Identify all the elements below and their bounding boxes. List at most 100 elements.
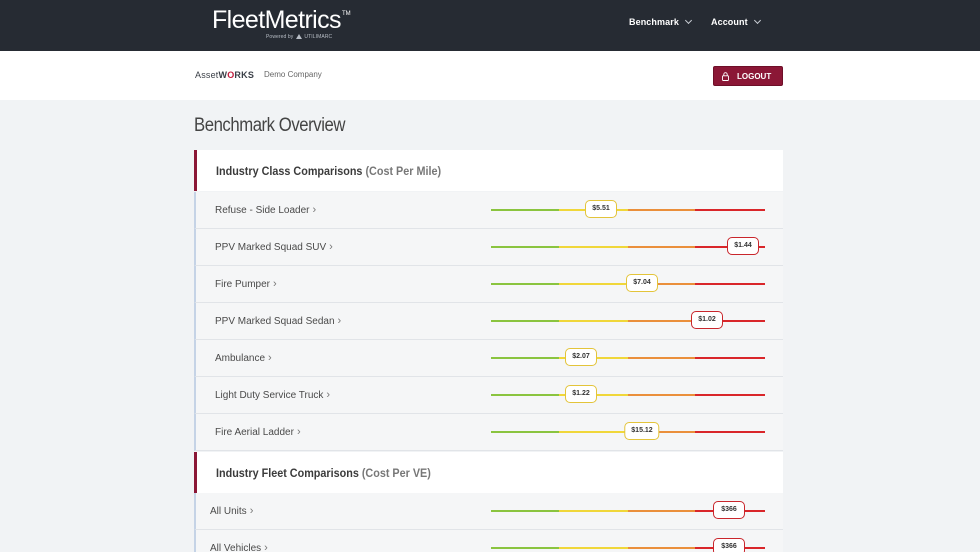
chevron-right-icon: › (326, 389, 331, 401)
logo-prefix: Asset (195, 70, 219, 80)
chevron-right-icon: › (329, 241, 333, 253)
chevron-right-icon: › (268, 352, 272, 364)
powered-by-prefix: Powered by (266, 34, 294, 40)
benchmark-row-label: Fire Pumper (215, 279, 271, 290)
scale-segment (628, 246, 695, 248)
nav-account[interactable]: Account (711, 16, 761, 27)
scale-segment (491, 209, 559, 211)
benchmark-row-label: All Vehicles (210, 543, 262, 552)
scale-segment (695, 283, 765, 285)
benchmark-row[interactable]: PPV Marked Squad SUV › $1.44 (194, 229, 783, 266)
scale-segment (491, 394, 559, 396)
benchmark-row[interactable]: Light Duty Service Truck › $1.22 (194, 377, 783, 414)
section-header: Industry Fleet Comparisons (Cost Per VE) (194, 452, 783, 493)
scale-segment (491, 547, 559, 549)
section-subtitle: (Cost Per Mile) (362, 164, 442, 178)
company-name: Demo Company (264, 70, 322, 79)
logo-suffix: RKS (234, 70, 255, 80)
scale-segment (491, 431, 559, 433)
powered-by-name: UTILIMARC (304, 34, 333, 40)
benchmark-scale: $1.44 (491, 237, 765, 255)
scale-segment (695, 394, 765, 396)
benchmark-row[interactable]: Fire Pumper › $7.04 (194, 266, 783, 303)
logout-button[interactable]: LOGOUT (713, 66, 783, 86)
scale-segment (491, 510, 559, 512)
section-title: Industry Class Comparisons (Cost Per Mil… (216, 164, 441, 178)
scale-segment (695, 357, 765, 359)
benchmark-row-link[interactable]: Fire Aerial Ladder › (215, 426, 301, 438)
benchmark-row-link[interactable]: PPV Marked Squad Sedan › (215, 315, 341, 327)
logo-letter-w: W (218, 70, 228, 80)
scale-segment (491, 357, 559, 359)
scale-segment (559, 246, 628, 248)
scale-segment (628, 431, 695, 433)
scale-segment (628, 209, 695, 211)
top-navbar (0, 0, 980, 51)
benchmark-value-badge: $1.22 (565, 385, 597, 403)
scale-segment (491, 320, 559, 322)
nav-benchmark[interactable]: Benchmark (629, 16, 692, 27)
powered-by-label: Powered by UTILIMARC (266, 34, 332, 40)
scale-segment (559, 320, 628, 322)
utilimarc-logo-icon (295, 34, 302, 39)
scale-segment (559, 547, 628, 549)
chevron-right-icon: › (273, 278, 277, 290)
benchmark-row[interactable]: Refuse - Side Loader › $5.51 (194, 192, 783, 229)
scale-segment (628, 320, 695, 322)
benchmark-scale: $2.07 (491, 348, 765, 366)
scale-segment (628, 394, 695, 396)
scale-segment (628, 547, 695, 549)
benchmark-value-badge: $366 (713, 538, 745, 552)
scale-segment (491, 283, 559, 285)
chevron-right-icon: › (296, 426, 301, 438)
benchmark-row-link[interactable]: All Vehicles › (210, 542, 268, 552)
benchmark-row-label: PPV Marked Squad SUV (215, 242, 327, 253)
benchmark-row-label: Refuse - Side Loader (215, 205, 310, 216)
logout-label: LOGOUT (737, 72, 772, 81)
scale-segment (695, 209, 765, 211)
benchmark-value-badge: $7.04 (626, 274, 658, 292)
lock-icon (722, 72, 729, 81)
benchmark-row-link[interactable]: Fire Pumper › (215, 278, 277, 290)
nav-benchmark-label: Benchmark (629, 17, 679, 27)
sub-header (0, 51, 980, 100)
benchmark-value-badge: $5.51 (585, 200, 617, 218)
scale-segment (695, 320, 765, 322)
benchmark-row-label: PPV Marked Squad Sedan (215, 316, 335, 327)
benchmark-row[interactable]: PPV Marked Squad Sedan › $1.02 (194, 303, 783, 340)
chevron-down-icon (684, 16, 692, 25)
scale-segment (695, 431, 765, 433)
fleetmetrics-logo[interactable]: FleetMetricsTM (212, 6, 351, 41)
benchmark-row-link[interactable]: Refuse - Side Loader › (215, 204, 316, 216)
benchmark-value-badge: $366 (713, 501, 745, 519)
benchmark-scale: $5.51 (491, 200, 765, 218)
section-title: Industry Fleet Comparisons (Cost Per VE) (216, 466, 431, 480)
section-subtitle: (Cost Per VE) (358, 466, 431, 480)
benchmark-row[interactable]: All Units › $366 (194, 493, 783, 530)
benchmark-scale: $1.02 (491, 311, 765, 329)
benchmark-row-link[interactable]: PPV Marked Squad SUV › (215, 241, 333, 253)
section-header: Industry Class Comparisons (Cost Per Mil… (194, 150, 783, 191)
chevron-down-icon (753, 16, 761, 25)
benchmark-row-label: Light Duty Service Truck (215, 390, 324, 401)
benchmark-row-link[interactable]: Light Duty Service Truck › (215, 389, 330, 401)
brand-name: FleetMetrics (212, 6, 342, 34)
benchmark-scale: $366 (491, 538, 765, 552)
chevron-right-icon: › (249, 505, 254, 517)
benchmark-value-badge: $15.12 (624, 422, 660, 440)
chevron-right-icon: › (264, 542, 268, 552)
scale-segment (559, 510, 628, 512)
benchmark-row-link[interactable]: All Units › (210, 505, 253, 517)
benchmark-row-link[interactable]: Ambulance › (215, 352, 272, 364)
benchmark-row[interactable]: Fire Aerial Ladder › $15.12 (194, 414, 783, 451)
logo-letter-o: O (227, 70, 235, 80)
scale-segment (559, 431, 628, 433)
assetworks-logo: AssetWORKS (195, 70, 254, 80)
nav-account-label: Account (711, 17, 748, 27)
benchmark-value-badge: $1.02 (691, 311, 723, 329)
benchmark-row[interactable]: Ambulance › $2.07 (194, 340, 783, 377)
scale-segment (491, 246, 559, 248)
benchmark-row-label: All Units (210, 506, 247, 517)
benchmark-scale: $7.04 (491, 274, 765, 292)
benchmark-row[interactable]: All Vehicles › $366 (194, 530, 783, 552)
